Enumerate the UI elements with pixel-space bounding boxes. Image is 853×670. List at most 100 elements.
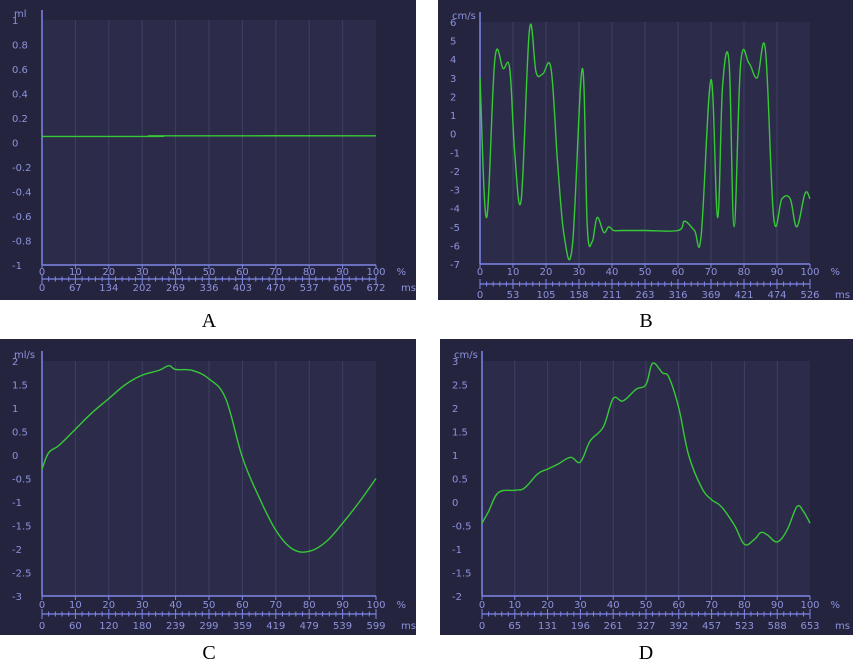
x-axis-unit-ms: ms bbox=[401, 283, 416, 294]
y-axis-unit: ml bbox=[14, 9, 27, 20]
y-tick-label: 0.5 bbox=[12, 428, 28, 439]
x-tick-label-pct: 10 bbox=[507, 267, 520, 278]
x-tick-label-ms: 180 bbox=[133, 621, 152, 632]
y-tick-label: -4 bbox=[450, 204, 460, 215]
x-tick-label-ms: 470 bbox=[266, 283, 285, 294]
y-tick-label: -1 bbox=[12, 498, 22, 509]
chart-panel-a: ml 1 0.8 0.6 0.4 0.2 0 -0.2 -0.4 -0.6 -0.8 -1 0 10 20 3… bbox=[0, 0, 416, 300]
x-tick-label-ms: 53 bbox=[507, 290, 520, 300]
x-tick-label-pct: 100 bbox=[800, 600, 819, 611]
x-tick-label-pct: 80 bbox=[738, 600, 751, 611]
x-tick-label-pct: 90 bbox=[336, 267, 349, 278]
x-tick-label-ms: 269 bbox=[166, 283, 185, 294]
x-tick-label-ms: 526 bbox=[800, 290, 819, 300]
x-tick-label-pct: 90 bbox=[771, 600, 784, 611]
x-tick-label-ms: 60 bbox=[69, 621, 82, 632]
x-tick-label-pct: 90 bbox=[771, 267, 784, 278]
x-tick-label-ms: 131 bbox=[538, 621, 557, 632]
chart-panel-c: ml/s 2 1.5 1 0.5 0 -0.5 -1 -1.5 -2 -2.5 -3 0 10 20 30 40… bbox=[0, 339, 416, 635]
x-tick-label-pct: 40 bbox=[606, 267, 619, 278]
y-tick-label: -0.4 bbox=[12, 188, 32, 199]
x-tick-label-ms: 211 bbox=[602, 290, 621, 300]
x-tick-label-ms: 474 bbox=[767, 290, 786, 300]
x-tick-label-ms: 0 bbox=[39, 621, 45, 632]
y-tick-label: 1.5 bbox=[452, 428, 468, 439]
series-line-0 bbox=[481, 362, 811, 546]
y-tick-label: 3 bbox=[450, 74, 456, 85]
x-tick-label-pct: 100 bbox=[366, 267, 385, 278]
y-tick-label: -3 bbox=[12, 592, 22, 603]
x-tick-label-pct: 90 bbox=[336, 600, 349, 611]
x-tick-label-pct: 0 bbox=[39, 267, 45, 278]
x-tick-label-ms: 134 bbox=[99, 283, 118, 294]
y-tick-label: 0.4 bbox=[12, 90, 28, 101]
x-tick-label-ms: 392 bbox=[669, 621, 688, 632]
x-tick-label-ms: 588 bbox=[768, 621, 787, 632]
x-tick-label-pct: 50 bbox=[203, 267, 216, 278]
y-tick-label: 6 bbox=[450, 18, 456, 29]
y-tick-label: 1 bbox=[450, 111, 456, 122]
x-axis-unit-pct: % bbox=[830, 267, 840, 278]
chart-panel-d: cm/s 3 2.5 2 1.5 1 0.5 0 -0.5 -1 -1.5 -2 0 10 20 30 40 50… bbox=[440, 339, 853, 635]
caption-a: A bbox=[201, 310, 217, 332]
x-tick-label-ms: 599 bbox=[366, 621, 385, 632]
x-tick-label-pct: 70 bbox=[705, 600, 718, 611]
y-tick-label: 1.5 bbox=[12, 381, 28, 392]
chart-c: ml/s2 1.5 1 0.5 0 -0.5 -1 -1.5 -2 -2.5 -3 0 10 20 30 40… bbox=[12, 350, 416, 632]
x-tick-label-pct: 50 bbox=[640, 600, 653, 611]
x-tick-label-ms: 0 bbox=[477, 290, 483, 300]
y-tick-label: -0.5 bbox=[12, 475, 32, 486]
x-tick-label-ms: 105 bbox=[536, 290, 555, 300]
caption-c: C bbox=[202, 642, 216, 664]
y-axis-unit: cm/s bbox=[452, 11, 476, 22]
x-tick-label-ms: 457 bbox=[702, 621, 721, 632]
x-tick-label-pct: 70 bbox=[269, 267, 282, 278]
x-tick-label-pct: 100 bbox=[366, 600, 385, 611]
x-tick-label-pct: 70 bbox=[269, 600, 282, 611]
y-tick-label: 0 bbox=[452, 498, 458, 509]
x-tick-label-pct: 0 bbox=[477, 267, 483, 278]
x-tick-label-ms: 261 bbox=[604, 621, 623, 632]
x-tick-label-pct: 40 bbox=[169, 267, 182, 278]
y-tick-label: 3 bbox=[452, 357, 458, 368]
x-tick-label-ms: 196 bbox=[571, 621, 590, 632]
y-tick-label: -5 bbox=[450, 223, 460, 234]
x-tick-label-pct: 0 bbox=[479, 600, 485, 611]
y-tick-label: -1 bbox=[452, 545, 462, 556]
caption-d: D bbox=[638, 642, 654, 664]
x-tick-label-pct: 30 bbox=[136, 600, 149, 611]
y-tick-label: -2 bbox=[452, 592, 462, 603]
y-tick-label: -0.5 bbox=[452, 522, 472, 533]
x-tick-label-pct: 80 bbox=[303, 267, 316, 278]
x-tick-label-ms: 327 bbox=[636, 621, 655, 632]
x-tick-label-pct: 20 bbox=[541, 600, 554, 611]
x-tick-label-pct: 40 bbox=[607, 600, 620, 611]
x-tick-label-pct: 50 bbox=[639, 267, 652, 278]
y-tick-label: 1 bbox=[452, 451, 458, 462]
series-line-0 bbox=[41, 135, 377, 138]
x-tick-label-pct: 20 bbox=[102, 600, 115, 611]
y-tick-label: 2 bbox=[450, 92, 456, 103]
y-tick-label: -2.5 bbox=[12, 569, 32, 580]
x-tick-label-ms: 202 bbox=[133, 283, 152, 294]
y-tick-label: -0.6 bbox=[12, 212, 32, 223]
x-tick-label-ms: 336 bbox=[199, 283, 218, 294]
x-axis-unit-pct: % bbox=[396, 600, 406, 611]
chart-d: cm/s3 2.5 2 1.5 1 0.5 0 -0.5 -1 -1.5 -2 0 10 20 30 40 50… bbox=[452, 350, 850, 632]
y-tick-label: 0 bbox=[12, 139, 18, 150]
y-axis-unit: cm/s bbox=[454, 350, 478, 361]
x-tick-label-ms: 605 bbox=[333, 283, 352, 294]
y-tick-label: -0.2 bbox=[12, 163, 32, 174]
x-tick-label-pct: 70 bbox=[705, 267, 718, 278]
x-tick-label-pct: 30 bbox=[574, 600, 587, 611]
x-tick-label-pct: 0 bbox=[39, 600, 45, 611]
series-line-0 bbox=[41, 365, 377, 553]
y-tick-label: 2 bbox=[452, 404, 458, 415]
x-tick-label-pct: 30 bbox=[573, 267, 586, 278]
y-tick-label: 0 bbox=[450, 130, 456, 141]
x-tick-label-ms: 653 bbox=[800, 621, 819, 632]
x-tick-label-pct: 50 bbox=[203, 600, 216, 611]
x-tick-label-pct: 60 bbox=[236, 267, 249, 278]
y-axis-unit: ml/s bbox=[14, 350, 35, 361]
y-tick-label: -0.8 bbox=[12, 237, 32, 248]
